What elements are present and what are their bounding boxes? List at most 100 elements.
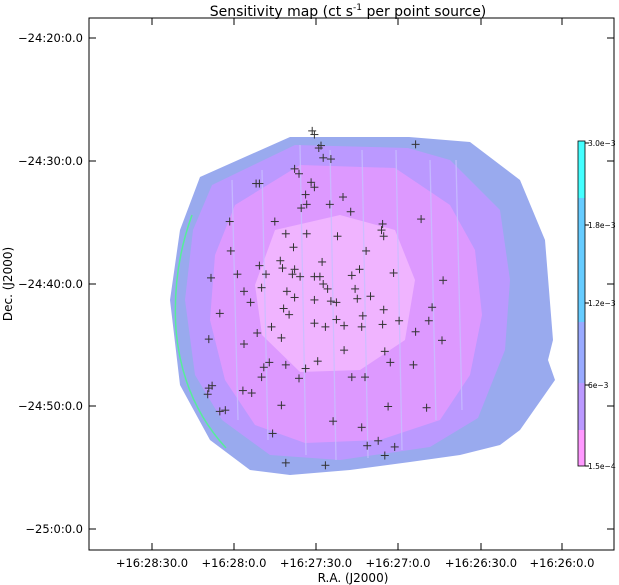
chip-gap: [299, 144, 307, 456]
source-marker: [366, 292, 375, 301]
chip-gap: [329, 149, 337, 461]
source-marker: [347, 271, 356, 280]
source-marker: [351, 284, 360, 293]
source-marker: [317, 141, 325, 150]
source-marker: [428, 303, 437, 312]
source-markers: [203, 126, 448, 470]
source-marker: [380, 451, 389, 460]
source-marker: [310, 295, 319, 304]
source-marker: [438, 336, 446, 345]
colorbar-label: 1.2e−3: [588, 299, 616, 308]
y-tick-label: −24:40:0.0: [18, 277, 83, 291]
source-marker: [247, 389, 256, 398]
source-marker: [238, 386, 247, 395]
x-tick-label: +16:28:0.0: [202, 556, 267, 570]
source-marker: [290, 265, 299, 274]
source-marker: [221, 406, 230, 415]
source-marker: [321, 461, 330, 470]
source-marker: [204, 384, 213, 393]
source-marker: [374, 436, 383, 445]
source-marker: [277, 401, 286, 410]
source-marker: [424, 316, 433, 325]
source-marker: [380, 347, 389, 356]
colorbar-label: 3.0e−3: [588, 139, 616, 148]
source-marker: [290, 293, 299, 302]
source-marker: [246, 298, 255, 307]
source-marker: [281, 360, 290, 369]
field-edge: [174, 214, 227, 449]
source-marker: [290, 164, 299, 173]
source-marker: [307, 178, 316, 187]
chip-gap: [231, 179, 239, 421]
source-marker: [355, 265, 364, 274]
source-marker: [310, 183, 319, 192]
source-marker: [378, 320, 387, 329]
source-marker: [333, 232, 342, 241]
source-marker: [379, 232, 388, 241]
source-marker: [326, 155, 335, 164]
source-marker: [285, 310, 294, 319]
source-marker: [329, 417, 338, 426]
source-marker: [281, 458, 290, 467]
source-marker: [353, 294, 362, 303]
source-marker: [255, 261, 264, 270]
source-marker: [357, 322, 366, 331]
source-marker: [240, 340, 248, 349]
chip-gap: [361, 149, 369, 459]
source-marker: [240, 287, 248, 296]
source-marker: [340, 346, 349, 355]
source-marker: [321, 322, 330, 331]
source-marker: [279, 304, 288, 313]
colorbar-band: [578, 430, 585, 466]
source-marker: [281, 229, 290, 238]
source-marker: [276, 256, 285, 265]
x-axis-label: R.A. (J2000): [318, 571, 389, 585]
source-marker: [226, 246, 235, 255]
source-marker: [207, 273, 215, 282]
chip-gaps: [231, 144, 463, 461]
source-marker: [203, 390, 212, 399]
source-marker: [363, 441, 372, 450]
field-core: [255, 215, 415, 372]
source-marker: [340, 321, 349, 330]
source-marker: [302, 229, 311, 238]
x-tick-label: +16:28:30.0: [116, 556, 188, 570]
colorbar-label: 1.8e−3: [588, 221, 616, 230]
source-marker: [384, 402, 393, 411]
y-axis-label: Dec. (J2000): [1, 247, 15, 321]
source-marker: [362, 246, 371, 255]
source-marker: [332, 298, 341, 307]
x-tick-label: +16:26:30.0: [445, 556, 517, 570]
source-marker: [386, 358, 395, 367]
colorbar-band: [578, 256, 585, 322]
source-marker: [262, 270, 270, 279]
source-marker: [389, 268, 398, 277]
x-ticks: +16:28:30.0 +16:28:0.0 +16:27:30.0 +16:27:0…: [116, 18, 595, 570]
source-marker: [270, 217, 279, 226]
source-marker: [289, 243, 298, 252]
source-marker: [288, 270, 297, 279]
source-marker: [313, 357, 322, 366]
source-marker: [379, 305, 388, 314]
y-tick-label: −24:30:0.0: [18, 154, 83, 168]
source-marker: [378, 219, 387, 228]
source-marker: [439, 276, 448, 285]
source-marker: [357, 423, 366, 432]
source-marker: [319, 153, 328, 162]
source-marker: [417, 215, 426, 224]
source-marker: [302, 200, 311, 209]
chip-gap: [395, 149, 403, 451]
colorbar-band: [578, 383, 585, 430]
source-marker: [339, 193, 347, 202]
source-marker: [377, 226, 386, 235]
y-ticks: −24:20:0.0 −24:30:0.0 −24:40:0.0 −24:50:0.0…: [18, 31, 614, 536]
x-tick-label: +16:26:0.0: [530, 556, 595, 570]
chip-gap: [455, 159, 463, 411]
source-marker: [326, 297, 335, 306]
colorbar-label: 1.5e−4: [588, 462, 616, 471]
source-marker: [215, 407, 224, 416]
source-marker: [319, 280, 328, 288]
sensitivity-field: [170, 137, 555, 475]
source-marker: [315, 272, 324, 281]
